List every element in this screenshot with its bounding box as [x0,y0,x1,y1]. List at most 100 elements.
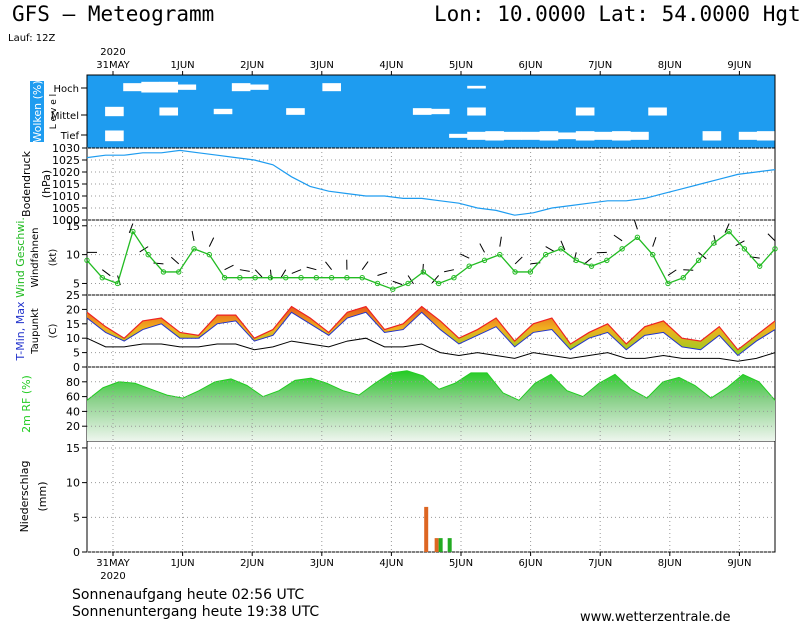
tmin-line [86,311,776,357]
cloud-gap [539,131,559,141]
wind-point [237,274,243,281]
cloud-gap [593,131,613,140]
wind-barb [291,269,302,274]
cloud-gap [105,106,124,117]
cloud-gap [503,131,523,140]
wind-point [772,246,778,252]
precip-ylabel: Niederschlag [18,461,31,533]
cloud-gap [467,107,486,116]
cloud-gap [557,132,577,140]
wind-point [221,274,228,281]
cloud-gap [412,108,432,115]
wind-barb [499,236,502,247]
wind-point [711,240,717,246]
wind-barb [377,272,388,276]
wind-barb [280,269,287,279]
wind-point [451,274,457,281]
cloud-gap [467,131,486,140]
wind-barb [724,223,730,233]
rh-ylabel: 2m RF (%) [20,375,33,433]
top-date-label: 31MAY [96,60,130,71]
wind-barb [633,219,638,230]
precip-ylabel-unit: (mm) [36,481,49,511]
wind-point [634,234,641,241]
precip-ytick-label: 5 [73,511,80,524]
top-date-label: 1JUN [171,60,195,71]
cloud-gap [449,133,468,138]
cloud-gap [575,107,595,116]
wind-point [99,274,105,281]
cloud-gap [231,83,251,92]
sunset-text: Sonnenuntergang heute 19:38 UTC [72,604,320,620]
wind-point [695,257,702,264]
dewpoint-line [86,337,776,362]
cloud-gap [286,108,305,115]
wind-point [130,228,136,235]
precip-ytick-label: 15 [66,442,80,455]
wind-ytick-label: 5 [73,277,80,290]
wind-barb [208,237,215,247]
wind-barb [613,234,623,242]
wind-barb [306,266,317,271]
wind-point [542,251,549,258]
pressure-ytick-label: 1030 [52,142,80,155]
cloud-ylabel: Wolken (%) [31,80,44,142]
wind-point [435,280,442,287]
cloud-gap [105,130,124,142]
cloud-gap [521,131,541,140]
wind-ylabel: Wind Geschwi. [14,217,27,298]
wind-ylabel-unit: (kt) [48,249,59,267]
wind-point [573,257,579,264]
temperature-ytick-label: 0 [73,361,80,374]
rh-line [86,370,776,401]
wind-line [86,230,776,290]
wind-point [145,251,151,258]
pressure-ytick-label: 1005 [52,202,80,215]
bottom-date-label: 2JUN [240,558,264,569]
cloud-gap [630,131,649,140]
wind-point [390,286,396,292]
precip-bar-largescale [438,538,443,552]
wind-point [313,274,320,281]
precip-bar-convective [424,506,429,552]
tmax-line [86,305,776,351]
cloud-gap [177,84,197,90]
pressure-ytick-label: 1020 [52,166,80,179]
source-link[interactable]: www.wetterzentrale.de [580,610,731,625]
wind-barb [767,233,776,242]
cloud-ylabel-bg [30,81,44,142]
bottom-date-label: 8JUN [658,558,682,569]
pressure-ylabel-unit: (hPa) [40,170,53,198]
top-year-label: 2020 [100,47,125,58]
sunrise-text: Sonnenaufgang heute 02:56 UTC [72,587,305,603]
cloud-level-ylabel: L e v e l [49,94,59,129]
wind-barb [128,223,134,234]
wind-point [114,280,121,287]
wind-barb [170,256,180,265]
wind-ytick-label: 10 [66,249,80,262]
wind-barb [444,269,455,273]
cloud-gap [123,83,142,92]
cloud-gap [322,83,341,92]
temperature-ytick-label: 25 [66,289,80,302]
wind-point [298,274,304,281]
wind-point [527,269,534,275]
wind-barb [239,269,250,272]
top-date-label: 3JUN [310,60,334,71]
temperature-ytick-label: 15 [66,318,80,331]
top-date-label: 7JUN [588,60,612,71]
bottom-date-label: 3JUN [310,558,334,569]
rh-area [87,370,775,441]
bottom-date-label: 5JUN [449,558,473,569]
pressure-ytick-label: 1025 [52,154,80,167]
wind-point [741,246,748,252]
temperature-ytick-label: 5 [73,347,80,360]
wind-point [757,263,763,269]
bottom-date-label: 31MAY [96,558,130,569]
top-date-label: 9JUN [727,60,751,71]
cloud-gap [431,108,450,115]
cloud-gap [575,131,595,141]
precip-bar-largescale [447,538,452,552]
wind-point [466,263,472,269]
temp-ylabel-dewpoint: Taupunkt [30,308,41,355]
